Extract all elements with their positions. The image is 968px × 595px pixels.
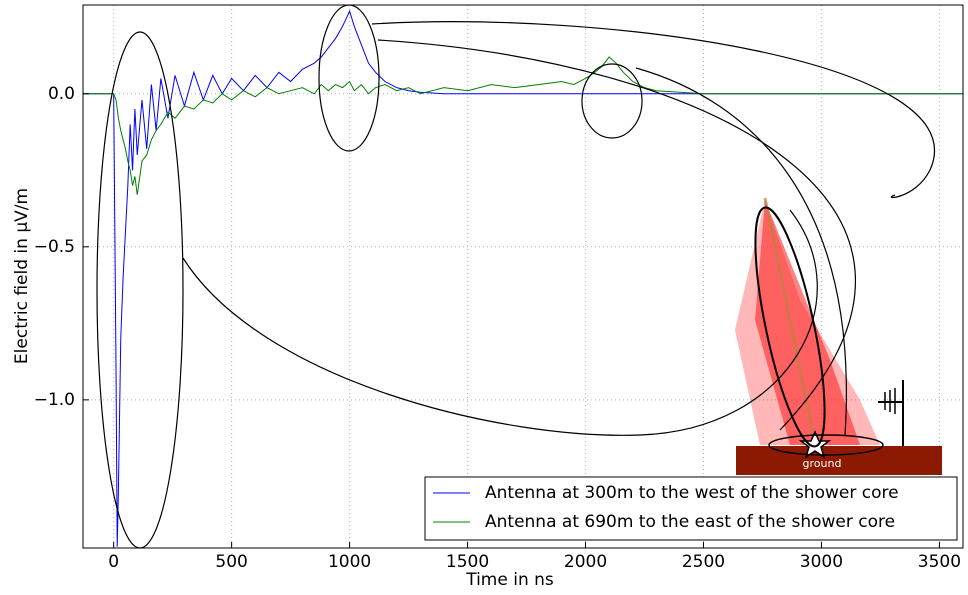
series-line bbox=[83, 9, 963, 547]
x-tick-label: 0 bbox=[108, 552, 119, 572]
shower-inset: ground bbox=[735, 197, 942, 475]
x-tick-label: 3500 bbox=[918, 552, 961, 572]
y-tick-label: 0.0 bbox=[48, 84, 75, 104]
legend-label: Antenna at 300m to the west of the showe… bbox=[485, 483, 899, 503]
x-tick-label: 1500 bbox=[446, 552, 489, 572]
y-tick-label: −1.0 bbox=[34, 390, 75, 410]
y-axis-label: Electric field in μV/m bbox=[12, 188, 32, 364]
x-tick-label: 500 bbox=[215, 552, 247, 572]
x-tick-label: 3000 bbox=[800, 552, 843, 572]
legend-box bbox=[424, 476, 958, 541]
x-tick-label: 2000 bbox=[564, 552, 607, 572]
legend-label: Antenna at 690m to the east of the showe… bbox=[485, 512, 895, 532]
x-tick-label: 1000 bbox=[328, 552, 371, 572]
y-tick-label: −0.5 bbox=[34, 237, 75, 257]
axes: 0 500 1000 1500 2000 2500 3000 3500 −1.0 −0.5 0.0 bbox=[34, 84, 961, 572]
plot-frame bbox=[82, 4, 964, 549]
x-axis-label: Time in ns bbox=[465, 570, 554, 590]
lines bbox=[83, 9, 963, 547]
x-tick-label: 2500 bbox=[682, 552, 725, 572]
series-line bbox=[83, 56, 963, 195]
legend: Antenna at 300m to the west of the showe… bbox=[433, 483, 899, 532]
ground-label: ground bbox=[803, 457, 842, 470]
